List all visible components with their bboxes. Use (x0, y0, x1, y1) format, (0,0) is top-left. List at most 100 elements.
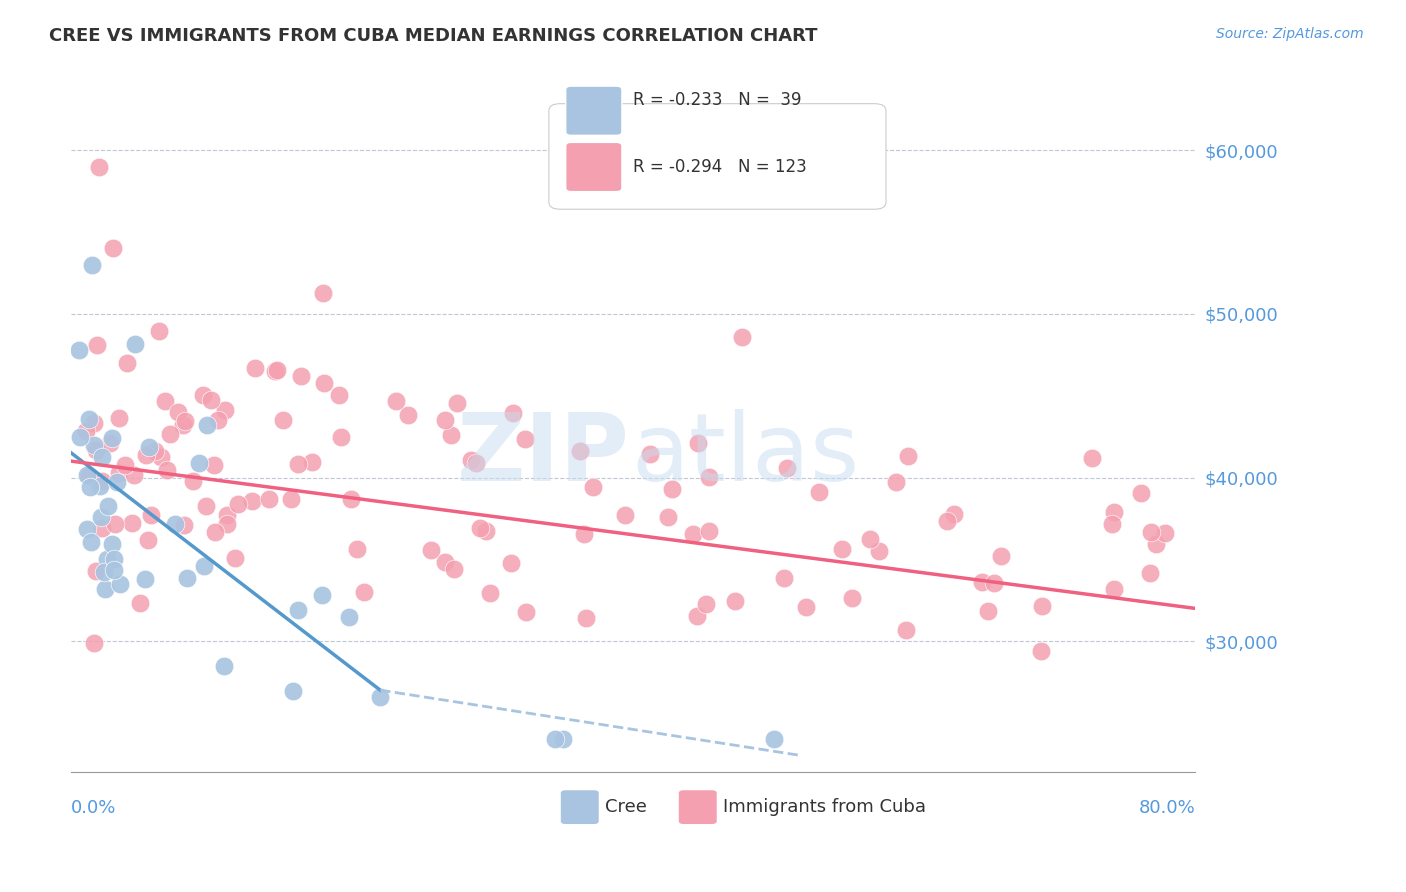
Point (121, 516, 143, 530)
Point (859, 533, 882, 547)
Point (697, 524, 720, 538)
Point (86, 338, 108, 352)
Point (301, 455, 323, 469)
Point (443, 561, 465, 575)
Point (224, 550, 246, 565)
Point (281, 684, 304, 698)
Point (77, 412, 100, 426)
Point (80, 534, 103, 549)
FancyBboxPatch shape (565, 87, 621, 136)
Point (868, 544, 890, 558)
Point (193, 559, 215, 574)
Point (143, 443, 166, 458)
Point (499, 556, 522, 570)
Point (582, 479, 605, 493)
Point (104, 516, 127, 531)
Point (977, 604, 1000, 618)
Point (148, 324, 170, 338)
FancyBboxPatch shape (565, 143, 621, 192)
Point (884, 475, 907, 490)
Point (103, 242, 125, 256)
FancyBboxPatch shape (560, 789, 599, 825)
Point (173, 518, 195, 533)
Point (101, 537, 124, 551)
FancyBboxPatch shape (678, 789, 717, 825)
Point (773, 571, 796, 585)
Point (135, 448, 157, 462)
Point (194, 499, 217, 513)
Point (337, 609, 360, 624)
Point (139, 508, 162, 522)
Point (312, 286, 335, 301)
Point (287, 457, 309, 471)
Point (434, 555, 457, 569)
Point (808, 485, 831, 500)
Point (353, 584, 375, 599)
Point (89, 478, 111, 492)
Point (83, 416, 105, 430)
Point (330, 430, 353, 444)
Point (90, 510, 112, 524)
Point (640, 447, 662, 461)
Point (776, 460, 799, 475)
Point (176, 571, 198, 585)
Point (614, 508, 637, 523)
Point (83, 636, 105, 650)
Point (695, 598, 717, 612)
Point (84, 565, 107, 579)
Point (1081, 450, 1104, 465)
Point (502, 406, 524, 420)
Point (134, 573, 156, 587)
Point (287, 603, 309, 617)
Point (731, 330, 754, 344)
Point (682, 527, 704, 541)
Point (446, 396, 468, 410)
Point (108, 576, 131, 591)
Point (117, 356, 139, 370)
Point (165, 516, 187, 531)
Point (983, 575, 1005, 590)
Text: R = -0.294   N = 123: R = -0.294 N = 123 (633, 158, 807, 176)
Point (108, 466, 131, 480)
Text: R = -0.233   N =  39: R = -0.233 N = 39 (633, 91, 801, 109)
Point (138, 440, 160, 454)
Point (831, 541, 853, 556)
Point (91, 521, 114, 535)
Point (156, 463, 179, 477)
Point (263, 364, 285, 378)
Point (460, 452, 482, 467)
Point (661, 482, 683, 496)
Point (897, 449, 920, 463)
Point (83, 437, 105, 451)
Point (217, 508, 239, 523)
Point (103, 552, 125, 566)
Point (79, 480, 101, 494)
Point (195, 417, 218, 432)
Point (202, 458, 225, 473)
Point (97, 500, 120, 514)
Text: 80.0%: 80.0% (1139, 799, 1195, 817)
Point (385, 393, 408, 408)
Point (419, 543, 441, 558)
Point (468, 521, 491, 535)
Point (346, 541, 368, 556)
Point (1140, 524, 1163, 539)
Point (155, 394, 177, 409)
Point (724, 594, 747, 608)
Point (686, 608, 709, 623)
Point (990, 549, 1012, 563)
Point (150, 450, 173, 464)
Point (105, 475, 128, 490)
Point (1144, 537, 1167, 551)
Text: Cree: Cree (605, 798, 647, 816)
Point (174, 414, 197, 428)
Point (440, 428, 463, 442)
Point (970, 575, 993, 590)
Point (124, 336, 146, 351)
Point (214, 402, 236, 417)
Point (128, 596, 150, 610)
Point (76, 522, 98, 536)
Point (75, 424, 97, 438)
Point (89, 160, 111, 174)
Text: atlas: atlas (631, 409, 859, 501)
